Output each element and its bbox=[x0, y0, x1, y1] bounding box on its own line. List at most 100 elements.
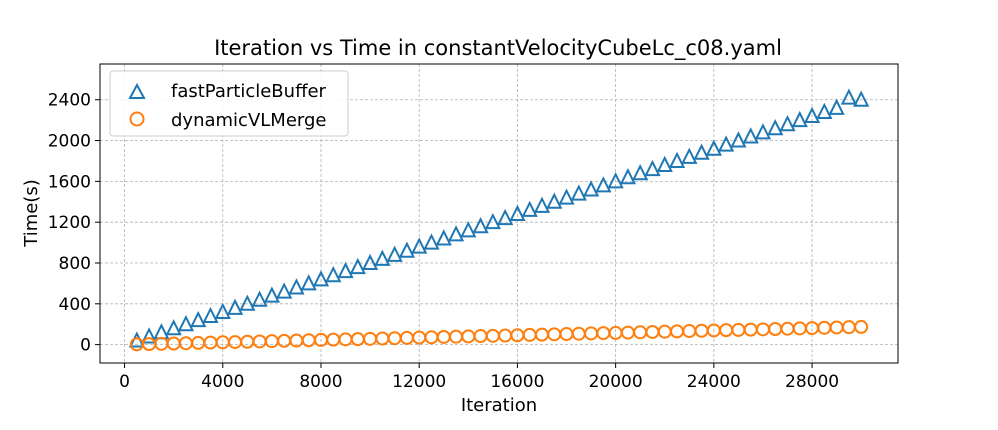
data-point-triangle bbox=[349, 257, 366, 275]
data-point-triangle bbox=[435, 229, 452, 246]
data-point-circle bbox=[301, 333, 316, 348]
data-point-triangle bbox=[533, 196, 551, 213]
data-point-circle bbox=[534, 327, 549, 342]
data-point-triangle bbox=[767, 119, 784, 136]
data-point-circle bbox=[203, 335, 218, 350]
x-tick-label: 8000 bbox=[299, 372, 342, 392]
data-point-triangle bbox=[521, 200, 538, 217]
data-point-circle bbox=[657, 324, 672, 339]
data-point-triangle bbox=[386, 245, 403, 262]
data-point-triangle bbox=[140, 327, 158, 344]
data-point-circle bbox=[620, 325, 635, 340]
data-point-triangle bbox=[681, 147, 698, 164]
legend-label-dynamicVLMerge: dynamicVLMerge bbox=[171, 110, 326, 131]
data-point-circle bbox=[817, 320, 832, 335]
data-point-circle bbox=[547, 327, 562, 342]
data-point-circle bbox=[829, 320, 844, 335]
data-point-circle bbox=[252, 334, 267, 349]
data-point-triangle bbox=[828, 98, 845, 115]
data-point-circle bbox=[645, 324, 660, 339]
data-point-triangle bbox=[668, 151, 686, 168]
legend-triangle-marker bbox=[128, 82, 146, 99]
data-point-triangle bbox=[361, 253, 379, 270]
data-point-circle bbox=[731, 322, 746, 337]
data-point-circle bbox=[387, 331, 402, 346]
data-point-circle bbox=[363, 331, 378, 346]
data-point-triangle bbox=[754, 123, 772, 140]
data-point-triangle bbox=[239, 294, 256, 311]
legend: fastParticleBuffer dynamicVLMerge bbox=[109, 70, 349, 137]
data-point-circle bbox=[277, 333, 292, 348]
data-point-circle bbox=[264, 334, 279, 349]
y-tick-label: 1600 bbox=[48, 172, 91, 192]
data-point-circle bbox=[240, 334, 255, 349]
data-point-triangle bbox=[595, 176, 612, 193]
data-point-circle bbox=[399, 330, 414, 345]
data-point-circle bbox=[228, 335, 243, 350]
data-point-triangle bbox=[484, 212, 501, 230]
data-point-circle bbox=[485, 328, 500, 343]
x-tick-label: 4000 bbox=[201, 372, 244, 392]
data-point-circle bbox=[461, 329, 476, 344]
data-point-circle bbox=[633, 325, 648, 340]
data-point-triangle bbox=[791, 110, 808, 128]
data-point-triangle bbox=[779, 114, 796, 132]
x-axis: 0 4000 8000 12000 16000 20000 24000 28000 bbox=[119, 363, 839, 392]
data-point-circle bbox=[424, 330, 439, 345]
y-axis: 0 400 800 1200 1600 2000 2400 bbox=[48, 91, 100, 356]
data-point-circle bbox=[805, 321, 820, 336]
data-point-circle bbox=[608, 325, 623, 340]
data-point-triangle bbox=[214, 302, 231, 319]
data-point-circle bbox=[498, 328, 513, 343]
data-point-triangle bbox=[423, 233, 440, 250]
data-point-triangle bbox=[251, 290, 268, 307]
series-dynamicVLMerge bbox=[129, 319, 869, 352]
data-point-circle bbox=[694, 323, 709, 338]
data-point-circle bbox=[670, 324, 685, 339]
data-point-triangle bbox=[509, 204, 526, 222]
data-point-triangle bbox=[619, 168, 637, 185]
data-point-triangle bbox=[312, 270, 330, 287]
data-point-triangle bbox=[263, 286, 280, 303]
data-point-triangle bbox=[276, 282, 293, 299]
data-point-circle bbox=[338, 332, 353, 347]
y-axis-label: Time(s) bbox=[21, 179, 42, 247]
data-point-triangle bbox=[656, 155, 673, 173]
data-point-triangle bbox=[853, 90, 870, 107]
data-point-circle bbox=[178, 336, 193, 351]
data-point-triangle bbox=[546, 192, 563, 209]
data-point-triangle bbox=[153, 323, 170, 340]
data-point-triangle bbox=[447, 225, 465, 242]
x-tick-label: 12000 bbox=[392, 372, 446, 392]
data-point-triangle bbox=[582, 180, 600, 197]
data-point-triangle bbox=[398, 241, 416, 258]
data-point-circle bbox=[780, 321, 795, 336]
data-point-circle bbox=[191, 335, 206, 350]
y-tick-label: 0 bbox=[80, 336, 91, 356]
data-point-circle bbox=[559, 327, 574, 342]
data-point-triangle bbox=[472, 217, 489, 234]
y-tick-label: 400 bbox=[59, 295, 91, 315]
data-point-triangle bbox=[607, 172, 624, 189]
chart-title: Iteration vs Time in constantVelocityCub… bbox=[214, 36, 782, 61]
legend-circle-marker bbox=[129, 111, 145, 127]
data-point-circle bbox=[584, 326, 599, 341]
data-point-circle bbox=[854, 319, 869, 334]
data-point-circle bbox=[571, 326, 586, 341]
data-point-circle bbox=[522, 327, 537, 342]
data-point-triangle bbox=[325, 266, 342, 283]
data-point-triangle bbox=[226, 298, 244, 315]
data-point-triangle bbox=[374, 249, 391, 266]
y-tick-label: 2000 bbox=[48, 132, 91, 152]
legend-label-fastParticleBuffer: fastParticleBuffer bbox=[171, 81, 327, 102]
data-point-circle bbox=[719, 323, 734, 338]
x-tick-label: 0 bbox=[119, 372, 130, 392]
data-point-triangle bbox=[288, 278, 305, 295]
data-point-triangle bbox=[165, 319, 182, 336]
data-point-triangle bbox=[705, 139, 722, 156]
data-point-circle bbox=[682, 324, 697, 339]
data-point-circle bbox=[473, 329, 488, 344]
data-point-triangle bbox=[803, 106, 821, 124]
data-point-triangle bbox=[411, 237, 428, 254]
